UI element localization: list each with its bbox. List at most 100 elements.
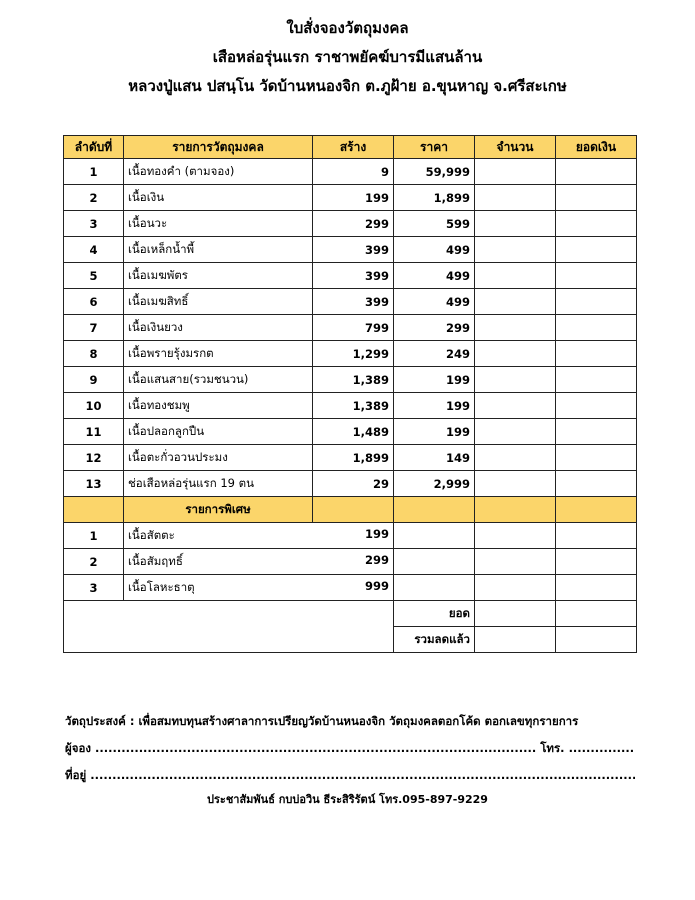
amount-cell[interactable]: [555, 236, 637, 263]
made-count: 1,389: [312, 392, 394, 419]
table-row: 7 เนื้อเงินยวง 799 299: [63, 314, 637, 341]
quantity-cell[interactable]: [474, 314, 556, 341]
item-name: ช่อเสือหล่อรุ่นแรก 19 ตน: [123, 470, 313, 497]
quantity-cell[interactable]: [474, 288, 556, 315]
amount-cell[interactable]: [555, 444, 637, 471]
table-row: 9 เนื้อแสนสาย(รวมชนวน) 1,389 199: [63, 366, 637, 393]
row-number: 8: [63, 340, 124, 367]
made-count: 9: [312, 158, 394, 185]
quantity-cell[interactable]: [474, 184, 556, 211]
quantity-cell[interactable]: [474, 522, 556, 549]
item-name: เนื้อแสนสาย(รวมชนวน): [123, 366, 313, 393]
item-name: เนื้อนวะ: [123, 210, 313, 237]
price: 1,899: [393, 184, 475, 211]
total-quantity-cell[interactable]: [474, 600, 556, 627]
amount-cell[interactable]: [555, 288, 637, 315]
contact-info: ประชาสัมพันธ์ กบบ่อวิน ธีระสิริรัตน์ โทร…: [207, 793, 488, 806]
amulet-table: ลำดับที่ รายการวัตถุมงคล สร้าง ราคา จำนวน ยอด…: [63, 135, 637, 653]
quantity-cell[interactable]: [474, 470, 556, 497]
item-name: เนื้อเงิน: [123, 184, 313, 211]
amount-cell[interactable]: [555, 366, 637, 393]
made-count: 1,899: [312, 444, 394, 471]
price: 499: [393, 262, 475, 289]
amount-cell[interactable]: [555, 184, 637, 211]
column-header: ลำดับที่: [63, 135, 124, 159]
table-row: 3 เนื้อนวะ 299 599: [63, 210, 637, 237]
price-cell: [393, 574, 475, 601]
row-number: 10: [63, 392, 124, 419]
column-header: ยอดเงิน: [555, 135, 637, 159]
quantity-cell[interactable]: [474, 210, 556, 237]
amount-cell[interactable]: [555, 522, 637, 549]
made-count: 1,299: [312, 340, 394, 367]
made-count: 399: [312, 262, 394, 289]
quantity-cell[interactable]: [474, 418, 556, 445]
price: 199: [393, 418, 475, 445]
special-row: 1 199 เนื้อสัตตะ: [63, 522, 637, 549]
total-amount-cell[interactable]: [555, 600, 637, 627]
total-label: รวมลดแล้ว: [393, 626, 475, 653]
quantity-cell[interactable]: [474, 444, 556, 471]
amount-cell[interactable]: [555, 470, 637, 497]
price: 499: [393, 288, 475, 315]
amount-cell[interactable]: [555, 340, 637, 367]
amount-cell[interactable]: [555, 392, 637, 419]
price-cell: [393, 548, 475, 575]
booker-line[interactable]: ผู้จอง .................................…: [65, 741, 635, 755]
amount-cell[interactable]: [555, 210, 637, 237]
table-row: 6 เนื้อเมฆสิทธิ์ 399 499: [63, 288, 637, 315]
table-row: 5 เนื้อเมฆพัตร 399 499: [63, 262, 637, 289]
quantity-cell[interactable]: [474, 366, 556, 393]
discount-total-row: รวมลดแล้ว: [64, 626, 637, 653]
quantity-cell[interactable]: [474, 548, 556, 575]
item-name: เนื้อปลอกลูกปืน: [123, 418, 313, 445]
item-name: เนื้อพรายรุ้งมรกต: [123, 340, 313, 367]
row-number: 4: [63, 236, 124, 263]
table-row: 2 เนื้อเงิน 199 1,899: [63, 184, 637, 211]
price: 299: [393, 314, 475, 341]
made-count: 1,389: [312, 366, 394, 393]
made-count: 199: [364, 526, 389, 541]
total-amount-cell[interactable]: [555, 626, 637, 653]
footer: วัตถุประสงค์ : เพื่อสมทบทุนสร้างศาลาการเ…: [65, 708, 635, 789]
title-line-1: ใบสั่งจองวัตถุมงคล: [286, 19, 409, 37]
total-label: ยอด: [393, 600, 475, 627]
price: 59,999: [393, 158, 475, 185]
made-count: 299: [364, 552, 389, 567]
special-header-label: รายการพิเศษ: [123, 496, 313, 523]
item-name: เนื้อเมฆพัตร: [123, 262, 313, 289]
made-count: 999: [364, 578, 389, 593]
made-count: 29: [312, 470, 394, 497]
blank-area: [63, 600, 394, 653]
special-row: 2 299 เนื้อสัมฤทธิ์: [63, 548, 637, 575]
amount-cell[interactable]: [555, 548, 637, 575]
table-row: 4 เนื้อเหล็กน้ำพี้ 399 499: [63, 236, 637, 263]
total-quantity-cell[interactable]: [474, 626, 556, 653]
total-row: ยอด: [63, 600, 637, 653]
row-number: 5: [63, 262, 124, 289]
quantity-cell[interactable]: [474, 236, 556, 263]
table-row: 11 เนื้อปลอกลูกปืน 1,489 199: [63, 418, 637, 445]
quantity-cell[interactable]: [474, 262, 556, 289]
row-number: 1: [63, 158, 124, 185]
address-line[interactable]: ที่อยู่ ................................…: [65, 768, 635, 782]
made-count: 1,489: [312, 418, 394, 445]
amount-cell[interactable]: [555, 158, 637, 185]
quantity-cell[interactable]: [474, 158, 556, 185]
quantity-cell[interactable]: [474, 340, 556, 367]
amount-cell[interactable]: [555, 262, 637, 289]
column-header: สร้าง: [312, 135, 394, 159]
quantity-cell[interactable]: [474, 392, 556, 419]
item-name: เนื้อทองคำ (ตามจอง): [123, 158, 313, 185]
price-cell: [393, 522, 475, 549]
row-number: 2: [63, 184, 124, 211]
item-name-cell: 999 เนื้อโลหะธาตุ: [123, 574, 394, 601]
amount-cell[interactable]: [555, 574, 637, 601]
row-number: 2: [63, 548, 124, 575]
quantity-cell[interactable]: [474, 574, 556, 601]
row-number: 12: [63, 444, 124, 471]
row-number: 1: [63, 522, 124, 549]
amount-cell[interactable]: [555, 418, 637, 445]
amount-cell[interactable]: [555, 314, 637, 341]
